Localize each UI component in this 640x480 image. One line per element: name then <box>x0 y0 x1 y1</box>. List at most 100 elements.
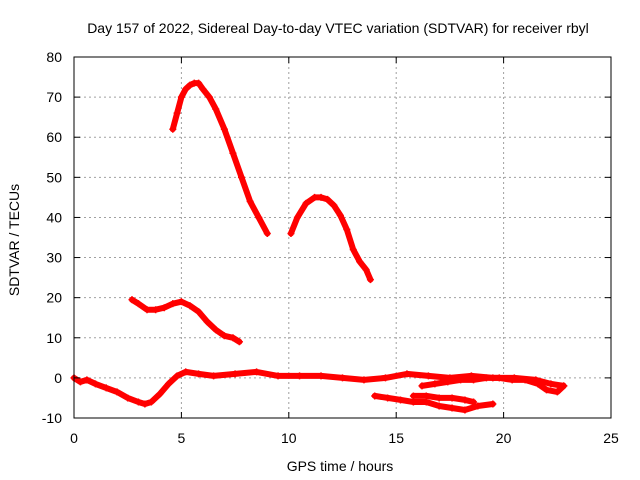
data-point <box>91 380 99 388</box>
grid-layer <box>74 57 611 418</box>
data-point <box>422 392 430 400</box>
x-tick-label: 10 <box>281 430 297 446</box>
data-point <box>482 374 490 382</box>
data-point <box>203 318 211 326</box>
y-axis-label: SDTVAR / TECUs <box>6 184 22 296</box>
data-point <box>336 211 344 219</box>
data-point <box>235 338 243 346</box>
x-axis-label: GPS time / hours <box>287 458 394 474</box>
data-point <box>431 380 439 388</box>
data-point <box>418 382 426 390</box>
data-point <box>199 85 207 93</box>
data-point <box>186 81 194 89</box>
data-point <box>470 376 478 384</box>
data-point <box>448 394 456 402</box>
data-point <box>238 173 246 181</box>
x-tick-label: 5 <box>178 430 186 446</box>
data-point <box>212 326 220 334</box>
y-tick-label: 10 <box>46 330 62 346</box>
data-point <box>543 386 551 394</box>
data-point <box>195 370 203 378</box>
data-point <box>102 384 110 392</box>
data-point <box>470 398 478 406</box>
x-tick-label: 20 <box>496 430 512 446</box>
data-point <box>311 193 319 201</box>
data-point <box>83 376 91 384</box>
y-tick-label: -10 <box>42 410 62 426</box>
data-point <box>160 304 168 312</box>
tick-layer: 0 5 10 15 20 25 -10 0 10 20 30 40 50 60 70 80 <box>42 49 619 446</box>
data-point <box>362 266 370 274</box>
data-point <box>409 398 417 406</box>
data-point <box>76 378 84 386</box>
data-point <box>274 372 282 380</box>
y-tick-label: 30 <box>46 250 62 266</box>
data-point <box>422 398 430 406</box>
data-point <box>141 400 149 408</box>
data-point <box>229 149 237 157</box>
data-point <box>186 302 194 310</box>
data-layer <box>70 79 568 414</box>
data-point <box>212 105 220 113</box>
y-tick-label: 20 <box>46 290 62 306</box>
data-point <box>339 374 346 382</box>
data-point <box>173 372 181 380</box>
data-point <box>287 229 295 237</box>
data-point <box>302 199 310 207</box>
data-point <box>356 258 364 266</box>
data-point <box>205 93 213 101</box>
y-tick-label: 80 <box>46 49 62 65</box>
data-point <box>366 276 374 284</box>
data-point <box>457 376 465 384</box>
data-point <box>231 370 239 378</box>
data-point <box>403 370 411 378</box>
data-point <box>173 109 181 117</box>
data-point <box>177 93 185 101</box>
x-tick-label: 25 <box>603 430 619 446</box>
data-point <box>534 380 542 388</box>
data-point <box>495 374 503 382</box>
data-point <box>134 300 142 308</box>
data-point <box>349 246 357 254</box>
data-point <box>424 372 432 380</box>
data-point <box>521 376 529 384</box>
data-point <box>317 372 325 380</box>
data-point <box>296 372 304 380</box>
data-point <box>381 374 389 382</box>
plot-frame <box>73 56 612 419</box>
data-point <box>435 394 443 402</box>
data-point <box>124 394 132 402</box>
data-point <box>177 298 185 306</box>
data-point <box>547 380 555 388</box>
data-point <box>409 392 417 400</box>
y-tick-label: 0 <box>54 370 62 386</box>
data-point <box>195 79 203 87</box>
x-tick-label: 15 <box>388 430 404 446</box>
data-point <box>169 300 177 308</box>
data-point <box>360 376 368 384</box>
data-point <box>182 85 190 93</box>
data-point <box>444 378 452 386</box>
data-point <box>169 125 177 133</box>
data-point <box>293 213 301 221</box>
data-point <box>165 380 173 388</box>
data-point <box>396 396 404 404</box>
series-arc-6 <box>371 392 496 413</box>
data-point <box>229 334 237 342</box>
data-point <box>330 201 338 209</box>
data-point <box>195 308 203 316</box>
y-tick-label: 60 <box>46 129 62 145</box>
data-point <box>553 388 561 396</box>
data-point <box>246 197 254 205</box>
y-tick-label: 40 <box>46 209 62 225</box>
data-point <box>113 388 121 396</box>
data-point <box>134 398 142 406</box>
x-tick-label: 0 <box>70 430 78 446</box>
series-arc-1 <box>169 80 271 237</box>
data-point <box>489 400 497 408</box>
data-point <box>147 398 155 406</box>
data-point <box>143 306 151 314</box>
data-point <box>343 225 351 233</box>
